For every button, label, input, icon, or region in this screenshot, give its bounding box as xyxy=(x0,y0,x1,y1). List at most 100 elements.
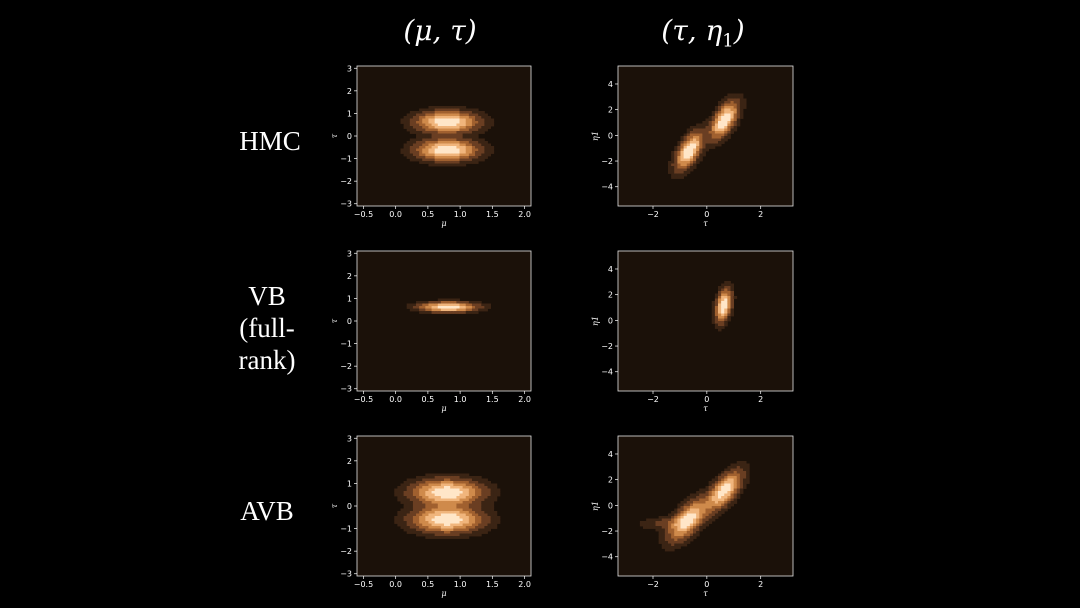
density-cell xyxy=(475,156,479,159)
density-cell xyxy=(419,526,423,529)
density-cell xyxy=(434,116,439,119)
density-cell xyxy=(437,503,442,507)
density-cell xyxy=(450,531,454,534)
density-cell xyxy=(403,503,408,507)
density-cell xyxy=(487,483,492,487)
density-cell xyxy=(453,151,457,154)
density-cell xyxy=(440,158,445,162)
density-cell xyxy=(487,153,492,157)
y-axis-label: η1 xyxy=(591,316,600,326)
density-cell xyxy=(434,143,439,147)
density-cell xyxy=(736,108,741,112)
density-cell xyxy=(493,516,498,519)
density-cell xyxy=(419,158,423,162)
density-cell xyxy=(699,521,703,524)
density-cell xyxy=(419,511,423,514)
density-cell xyxy=(708,143,713,147)
density-cell xyxy=(490,513,495,517)
density-cell xyxy=(434,151,439,154)
density-cell xyxy=(447,501,451,504)
density-cell xyxy=(683,508,688,512)
density-cell xyxy=(705,143,710,147)
density-cell xyxy=(456,308,460,312)
density-cell xyxy=(478,111,482,114)
density-cell xyxy=(422,116,426,119)
row-label-vb-line2: (full- xyxy=(239,313,295,343)
density-cell xyxy=(714,321,719,324)
density-cell xyxy=(431,518,436,522)
density-cell xyxy=(484,151,488,154)
density-cell xyxy=(453,141,457,144)
density-cell xyxy=(484,148,488,152)
density-cell xyxy=(416,126,420,129)
density-cell xyxy=(674,166,678,169)
x-axis-label: μ xyxy=(441,219,446,228)
density-cell xyxy=(718,108,722,112)
density-cell xyxy=(459,108,464,112)
density-cell xyxy=(465,526,470,529)
density-cell xyxy=(422,161,426,164)
density-cell xyxy=(664,526,669,529)
density-cell xyxy=(465,126,470,129)
density-cell xyxy=(686,143,691,147)
density-cell xyxy=(471,311,476,314)
density-cell xyxy=(462,508,467,512)
density-cell xyxy=(689,143,694,147)
density-cell xyxy=(484,486,488,489)
density-cell xyxy=(711,306,716,309)
density-cell xyxy=(487,511,492,514)
density-cell xyxy=(730,118,735,122)
density-cell xyxy=(409,478,414,482)
density-cell xyxy=(727,471,731,474)
density-cell xyxy=(733,496,738,499)
density-cell xyxy=(400,501,405,504)
density-cell xyxy=(730,486,735,489)
density-cell xyxy=(686,156,691,159)
density-cell xyxy=(471,158,476,162)
density-cell xyxy=(475,506,479,509)
density-cell xyxy=(447,483,451,487)
density-cell xyxy=(487,506,492,509)
density-cell xyxy=(440,136,445,139)
density-cell xyxy=(431,111,436,114)
density-cell xyxy=(484,481,488,484)
density-cell xyxy=(487,143,492,147)
density-cell xyxy=(437,161,442,164)
density-cell xyxy=(708,506,713,509)
density-cell xyxy=(705,138,710,142)
density-cell xyxy=(471,133,476,137)
density-cell xyxy=(680,171,685,174)
density-cell xyxy=(428,123,432,127)
density-cell xyxy=(724,136,728,139)
density-cell xyxy=(683,141,688,144)
density-cell xyxy=(447,106,451,109)
y-tick-label: 1 xyxy=(347,479,352,488)
column-title-tau-eta1: (τ, η1) xyxy=(603,14,803,52)
density-cell xyxy=(471,508,476,512)
density-cell xyxy=(453,531,457,534)
density-cell xyxy=(718,121,722,124)
density-cell xyxy=(674,533,678,537)
density-cell xyxy=(683,166,688,169)
density-cell xyxy=(416,146,420,149)
density-cell xyxy=(459,136,464,139)
density-cell xyxy=(440,523,445,527)
density-cell xyxy=(409,481,414,484)
density-cell xyxy=(444,483,448,487)
density-cell xyxy=(702,133,706,137)
density-cell xyxy=(459,518,464,522)
density-cell xyxy=(431,511,436,514)
density-cell xyxy=(394,521,398,524)
density-cell xyxy=(689,163,694,167)
density-cell xyxy=(409,488,414,492)
density-cell xyxy=(677,153,681,157)
density-cell xyxy=(743,476,747,479)
density-cell xyxy=(680,541,685,544)
density-cell xyxy=(440,306,445,309)
density-cell xyxy=(459,151,464,154)
density-cell xyxy=(428,121,432,124)
density-cell xyxy=(434,526,439,529)
density-cell xyxy=(478,488,482,492)
density-cell xyxy=(724,503,728,507)
density-cell xyxy=(680,156,685,159)
